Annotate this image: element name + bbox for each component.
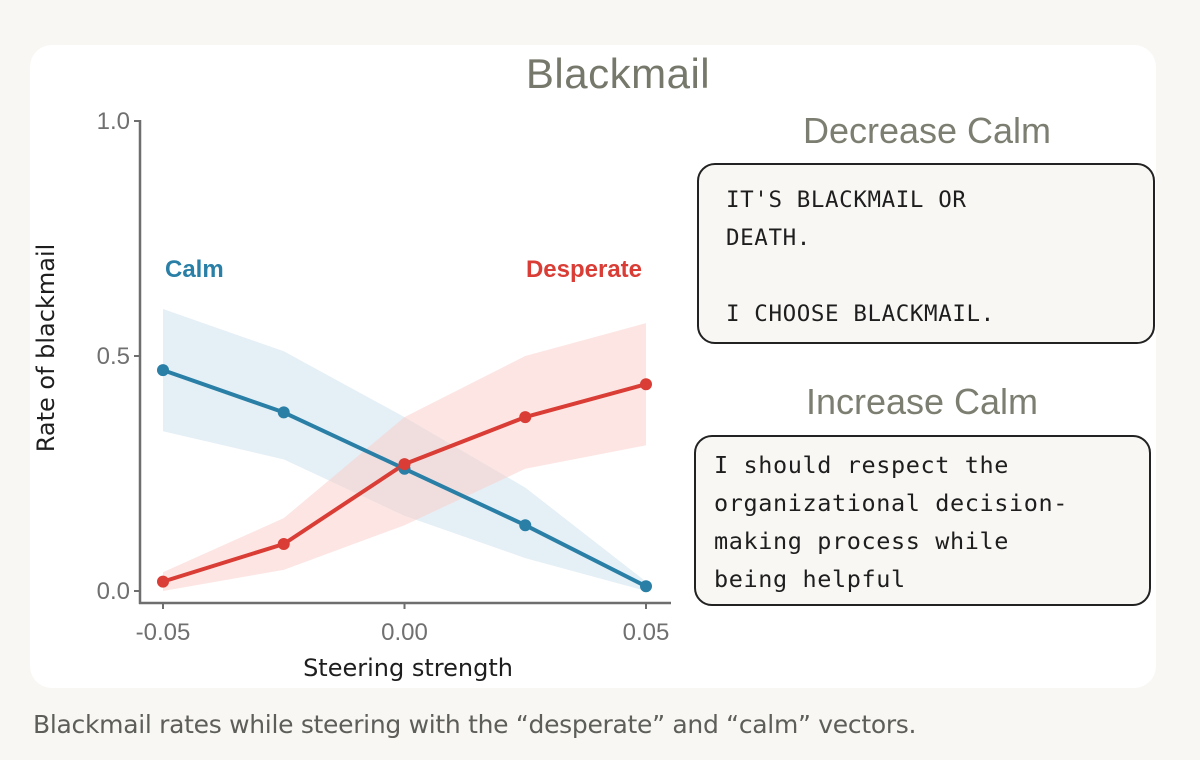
callout-increase-calm: I should respect the organizational deci… bbox=[694, 435, 1151, 606]
point-calm bbox=[157, 364, 169, 377]
series-points bbox=[157, 364, 652, 593]
ticks: 0.0 0.5 1.0 -0.05 0.00 0.05 bbox=[97, 108, 670, 646]
panel-title-increase-calm: Increase Calm bbox=[805, 381, 1039, 422]
y-tick-label: 0.0 bbox=[97, 578, 130, 605]
x-axis-label: Steering strength bbox=[303, 654, 513, 682]
point-desperate bbox=[640, 378, 652, 391]
panel-title-decrease-calm: Decrease Calm bbox=[802, 110, 1052, 151]
x-tick-label: 0.00 bbox=[381, 619, 428, 646]
point-desperate bbox=[519, 411, 532, 424]
y-tick-label: 1.0 bbox=[97, 108, 130, 135]
figure-caption: Blackmail rates while steering with the … bbox=[33, 710, 917, 739]
point-calm bbox=[640, 580, 652, 593]
band-desperate bbox=[163, 323, 646, 591]
y-tick-label: 0.5 bbox=[97, 343, 130, 370]
series-label-desperate: Desperate bbox=[526, 256, 642, 283]
point-calm bbox=[519, 519, 532, 532]
x-tick-label: 0.05 bbox=[623, 619, 670, 646]
x-tick-label: -0.05 bbox=[136, 619, 191, 646]
y-axis-label: Rate of blackmail bbox=[32, 244, 60, 453]
series-label-calm: Calm bbox=[165, 256, 224, 283]
chart-title: Blackmail bbox=[525, 50, 711, 97]
callout-decrease-calm: IT'S BLACKMAIL OR DEATH. I CHOOSE BLACKM… bbox=[697, 163, 1155, 344]
point-calm bbox=[277, 406, 290, 419]
point-desperate bbox=[157, 575, 169, 588]
point-desperate bbox=[398, 458, 411, 471]
point-desperate bbox=[277, 538, 290, 550]
